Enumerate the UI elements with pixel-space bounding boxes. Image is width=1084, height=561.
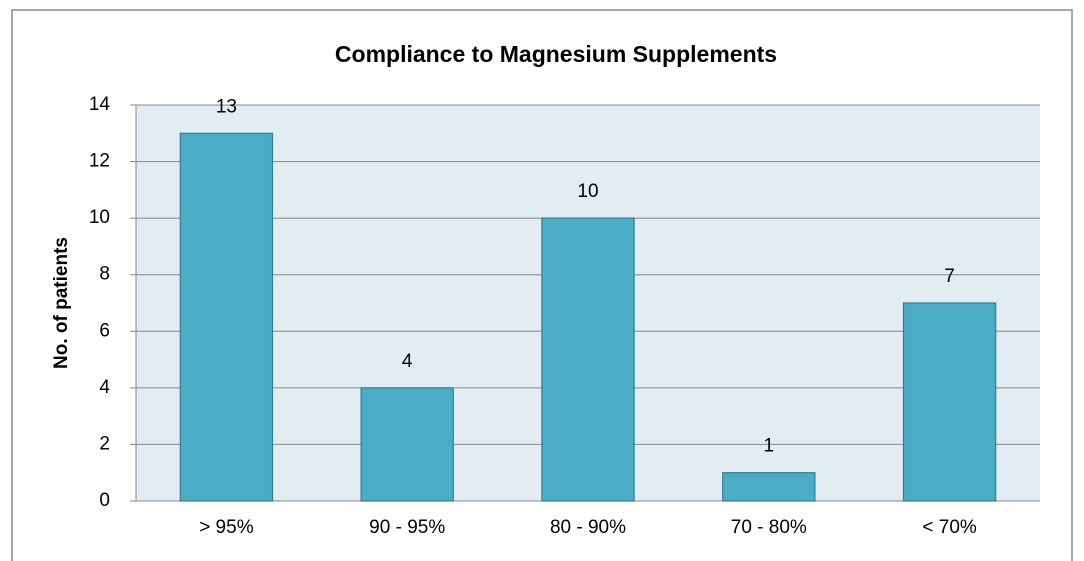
x-tick-label: < 70%: [922, 517, 977, 538]
y-tick-label: 4: [99, 377, 110, 398]
y-tick-label: 10: [89, 207, 110, 228]
data-label: 1: [764, 436, 775, 457]
y-tick-label: 6: [99, 320, 110, 341]
bar: [722, 472, 816, 502]
data-label: 13: [216, 96, 237, 117]
data-label: 7: [944, 266, 955, 287]
x-tick-label: 70 - 80%: [731, 517, 807, 538]
bar: [179, 132, 274, 502]
x-tick-label: > 95%: [199, 517, 254, 538]
chart-title: Compliance to Magnesium Supplements: [335, 41, 777, 67]
y-axis-label: No. of patients: [51, 237, 72, 369]
x-tick-label: 80 - 90%: [550, 517, 626, 538]
y-tick-label: 14: [89, 94, 111, 115]
data-label: 4: [402, 351, 413, 372]
y-tick-label: 8: [99, 264, 110, 285]
bar: [541, 217, 635, 502]
bar: [360, 387, 454, 502]
y-tick-label: 12: [89, 151, 110, 172]
bar: [902, 302, 997, 502]
y-tick-label: 0: [99, 490, 110, 511]
y-tick-label: 2: [99, 433, 110, 454]
data-label: 10: [577, 181, 598, 202]
x-tick-label: 90 - 95%: [369, 517, 445, 538]
